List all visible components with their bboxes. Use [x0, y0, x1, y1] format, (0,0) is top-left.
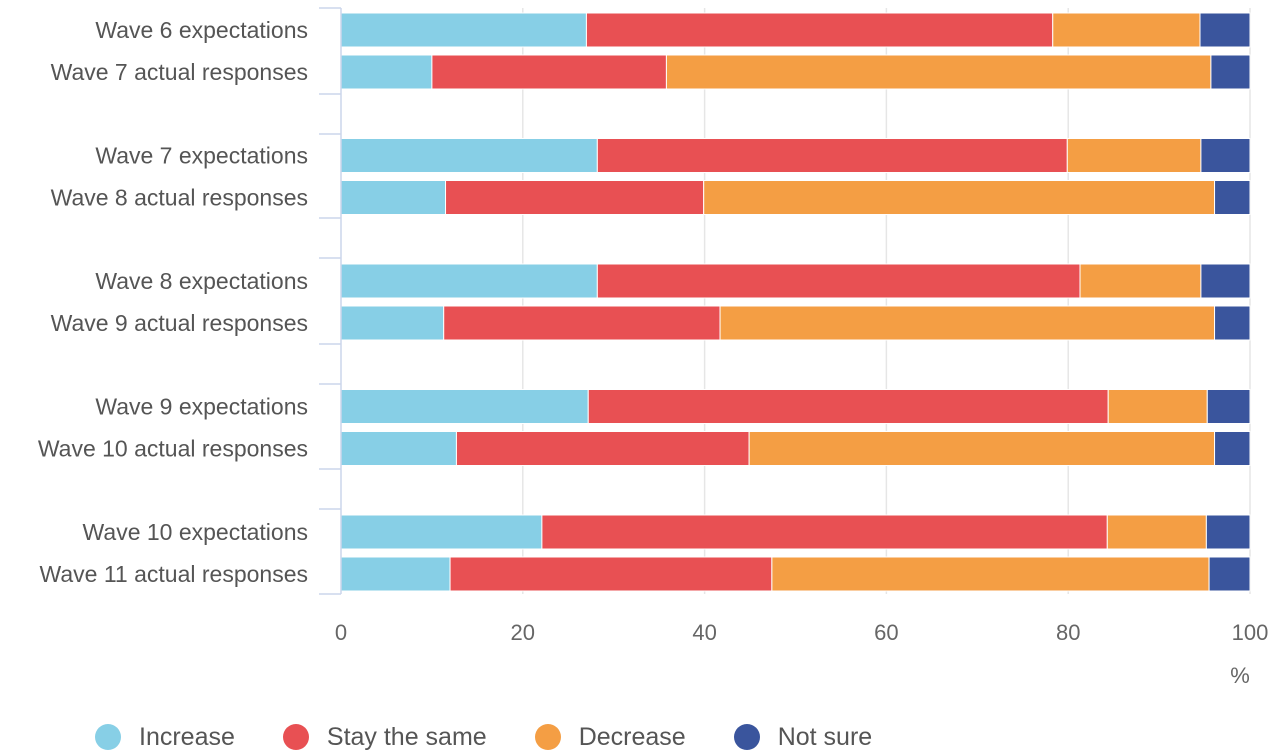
category-label: Wave 9 actual responses — [51, 310, 308, 336]
bar-segment — [1214, 180, 1251, 215]
bar-segment — [1079, 263, 1202, 299]
bar-segment — [1066, 138, 1202, 173]
bar-segment — [1199, 12, 1251, 48]
legend-label: Increase — [139, 722, 235, 751]
legend-marker — [534, 724, 561, 750]
x-axis-ticks: 0 20 40 60 80 100 — [335, 620, 1268, 645]
gridlines — [522, 8, 1251, 594]
bar-segment — [1205, 514, 1251, 550]
bar-segment — [455, 431, 750, 466]
bar-segment — [340, 263, 598, 299]
bar-segment — [1214, 431, 1251, 466]
legend-item[interactable]: Increase — [95, 723, 235, 752]
x-tick-label: 60 — [874, 620, 898, 645]
bar-segment — [771, 556, 1210, 592]
legend-marker — [95, 724, 121, 750]
bar-segment — [1107, 389, 1208, 424]
bar-segment — [340, 12, 587, 48]
legend-label: Not sure — [777, 722, 873, 751]
category-label: Wave 7 actual responses — [51, 59, 308, 85]
category-label: Wave 8 actual responses — [51, 185, 308, 211]
bar-segment — [431, 54, 667, 90]
category-label: Wave 7 expectations — [95, 143, 308, 169]
legend: Increase Stay the same Decrease Not sure — [95, 720, 920, 754]
legend-item[interactable]: Stay the same — [282, 722, 487, 752]
bar-segment — [585, 12, 1054, 48]
category-labels: Wave 6 expectations Wave 7 actual respons… — [38, 17, 308, 587]
bar-segment — [1200, 138, 1251, 173]
bar-segment — [445, 180, 705, 215]
category-label: Wave 10 actual responses — [38, 436, 308, 462]
bars — [340, 12, 1251, 592]
bar-segment — [340, 556, 451, 592]
bar-segment — [449, 556, 773, 592]
category-label: Wave 8 expectations — [95, 268, 308, 294]
bar-segment — [719, 305, 1216, 341]
x-tick-label: 80 — [1056, 620, 1080, 645]
bar-segment — [340, 514, 543, 550]
bar-segment — [340, 431, 457, 466]
bar-segment — [340, 389, 589, 424]
x-tick-label: 100 — [1232, 620, 1269, 645]
bar-segment — [340, 180, 447, 215]
bar-segment — [1200, 263, 1251, 299]
legend-item[interactable]: Not sure — [733, 722, 873, 752]
bar-segment — [587, 389, 1109, 424]
x-tick-label: 0 — [335, 620, 347, 645]
category-label: Wave 10 expectations — [83, 519, 308, 545]
x-tick-label: 20 — [511, 620, 535, 645]
bar-segment — [1052, 12, 1201, 48]
bar-segment — [1206, 389, 1251, 424]
bar-segment — [443, 305, 721, 341]
x-tick-label: 40 — [692, 620, 716, 645]
bar-segment — [1208, 556, 1251, 592]
bar-segment — [340, 305, 445, 341]
bar-segment — [340, 138, 598, 173]
bar-segment — [340, 54, 433, 90]
bar-segment — [665, 54, 1212, 90]
bar-segment — [1106, 514, 1207, 550]
category-label: Wave 11 actual responses — [40, 561, 308, 587]
bar-segment — [596, 263, 1081, 299]
legend-marker — [282, 724, 309, 750]
bar-segment — [541, 514, 1108, 550]
bar-segment — [748, 431, 1216, 466]
bar-segment — [1214, 305, 1251, 341]
legend-label: Decrease — [578, 722, 686, 751]
legend-label: Stay the same — [326, 722, 487, 751]
bar-segment — [596, 138, 1068, 173]
legend-item[interactable]: Decrease — [534, 722, 686, 752]
legend-marker — [733, 724, 760, 750]
category-label: Wave 6 expectations — [95, 17, 308, 43]
x-axis-unit: % — [1230, 663, 1250, 688]
y-axis-ticks — [319, 7, 341, 595]
bar-segment — [703, 180, 1216, 215]
category-label: Wave 9 expectations — [95, 394, 308, 420]
bar-segment — [1210, 54, 1251, 90]
